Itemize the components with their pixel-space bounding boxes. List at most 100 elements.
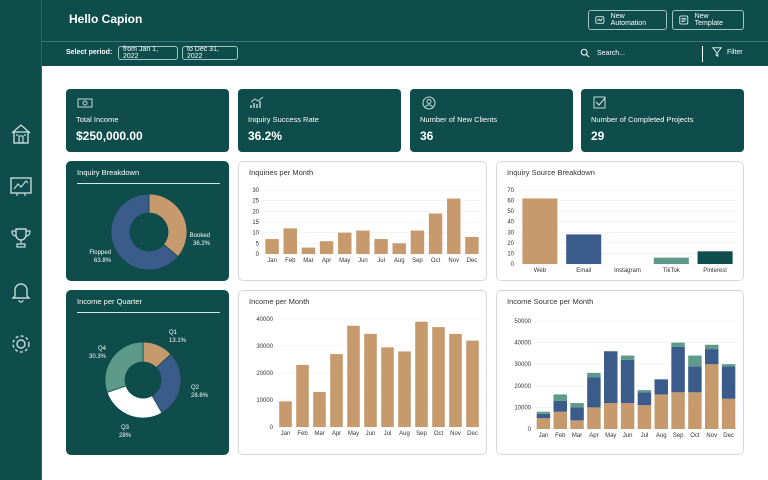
chart-up-icon [250,96,264,108]
chart-title: Income per Month [249,297,310,306]
x-tick-label: May [605,433,616,439]
from-date-button[interactable]: from Jan 1, 2022 [118,46,178,60]
bar [356,230,370,254]
kpi-value: 36 [420,129,434,143]
kpi-value: 29 [591,129,605,143]
y-tick-label: 40000 [256,317,273,323]
y-tick-label: 25 [252,199,259,205]
bar [338,232,352,254]
bar-segment [721,364,736,367]
bar [398,351,411,427]
y-tick-label: 0 [256,252,260,258]
slice-label: Q3 [121,425,130,431]
search-box[interactable]: Search... [580,46,625,60]
x-tick-label: Jul [641,433,649,439]
income-source-per-month-chart: 0 10000 20000 30000 40000 50000 Jan Feb Mar Apr Ma… [514,319,737,439]
bar-segment [688,392,702,429]
donut-slice [106,385,163,419]
slice-label: Q2 [191,385,200,391]
sidebar [0,0,42,480]
y-tick-label: 5 [256,241,260,247]
bar-segment [637,390,652,393]
y-tick-label: 30000 [514,362,531,368]
bar-segment [688,355,702,367]
income-per-quarter-card: Income per Quarter Q1 13.1% Q2 28.6% Q3 28% Q4… [66,290,229,455]
bar-segment [637,392,652,406]
income-source-per-month-card: Income Source per Month 0 10000 20000 30000… [496,290,744,455]
bar-segment [587,372,601,378]
slice-value-label: 30.3% [89,354,107,360]
slice-label: Flopped [89,250,111,256]
bar-segment [604,351,618,404]
income-per-month-chart: 0 10000 20000 30000 40000 Jan Feb Mar Apr May Jun J… [256,317,481,437]
bar [432,327,445,427]
x-tick-label: Dec [723,433,734,439]
bar-segment [654,394,668,429]
new-template-button[interactable]: New Template [672,10,744,30]
x-tick-label: Nov [448,258,459,264]
period-bar: Select period: from Jan 1, 2022 to Dec 3… [42,42,768,66]
slice-label: Q1 [169,330,178,336]
x-tick-label: Mar [303,258,313,264]
bar [522,198,558,264]
x-tick-label: Jun [366,431,376,437]
y-tick-label: 30 [252,188,259,194]
x-tick-label: Dec [467,258,478,264]
new-template-label: New Template [694,13,723,27]
y-tick-label: 10000 [256,398,273,404]
inquiries-per-month-card: Inquiries per Month 0 5 10 15 20 25 30 Jan Feb Ma… [238,161,487,281]
y-tick-label: 10000 [514,405,531,411]
x-tick-label: Jun [623,433,633,439]
bar-segment [570,407,584,421]
dashboard-icon[interactable] [9,174,33,198]
y-tick-label: 15 [252,220,259,226]
slice-label: Q4 [98,346,107,352]
x-tick-label: Aug [394,258,405,264]
x-tick-label: TikTok [663,268,681,274]
bar-segment [604,403,618,429]
x-tick-label: Jan [539,433,549,439]
user-icon [422,96,436,110]
title-divider [77,183,220,184]
to-date-button[interactable]: to Dec 31, 2022 [182,46,238,60]
bell-icon[interactable] [9,279,33,303]
y-tick-label: 0 [511,262,515,268]
y-tick-label: 20000 [514,384,531,390]
x-tick-label: Feb [297,431,308,437]
bar [609,262,646,264]
bar [347,325,360,427]
chart-title: Inquiries per Month [249,168,314,177]
filter-button[interactable]: Filter [712,47,743,57]
y-tick-label: 60 [507,199,514,205]
divider [702,46,703,62]
gear-icon[interactable] [9,332,33,356]
search-input[interactable]: Search... [597,49,626,57]
bar-segment [570,420,584,429]
x-tick-label: Email [576,268,591,274]
bar [313,391,326,427]
bar-segment [553,411,567,429]
x-tick-label: Nov [706,433,717,439]
bar-segment [553,400,567,412]
kpi-total-income: Total Income $250,000.00 [66,89,229,152]
bar [330,354,343,427]
bar [319,241,334,254]
page-title: Hello Capion [69,12,143,26]
bar [283,228,297,254]
y-tick-label: 20 [507,241,514,247]
trophy-icon[interactable] [9,226,33,250]
select-period-label: Select period: [66,49,113,56]
kpi-label: Total Income [76,115,119,124]
x-tick-label: Nov [450,431,461,437]
x-tick-label: Jun [358,258,368,264]
bar [392,243,406,254]
home-icon[interactable] [9,122,33,146]
bar-segment [671,342,685,347]
bar [428,213,443,254]
bar-segment [587,407,601,429]
new-automation-button[interactable]: New Automation [588,10,667,30]
y-tick-label: 40000 [514,341,531,347]
money-icon [77,98,93,108]
x-tick-label: Dec [467,431,478,437]
header: Hello Capion New Automation New Template [42,0,768,42]
